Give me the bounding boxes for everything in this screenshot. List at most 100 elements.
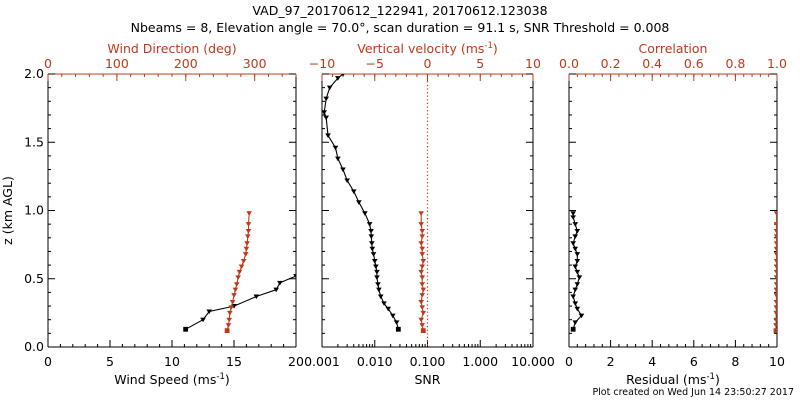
data-point [773, 234, 777, 240]
data-point [773, 269, 777, 275]
data-point [419, 282, 426, 287]
data-point [418, 211, 424, 216]
data-point [574, 306, 581, 312]
data-point [232, 287, 239, 293]
data-point [385, 306, 392, 312]
data-point [236, 269, 243, 275]
data-point [368, 228, 374, 234]
data-point [325, 133, 331, 139]
data-point [340, 167, 346, 173]
data-point [226, 317, 232, 323]
data-point [229, 299, 236, 305]
x-bottom-tick-label: 20 [288, 354, 304, 369]
data-point [418, 299, 424, 305]
x-top-tick-label: 10 [525, 56, 541, 71]
y-tick-label: 1.0 [24, 203, 44, 218]
data-point [420, 259, 427, 264]
x-bottom-tick-label: 2 [607, 354, 615, 369]
data-point [238, 264, 245, 270]
data-point [773, 293, 777, 298]
data-point [419, 228, 426, 234]
data-point [362, 211, 368, 216]
data-point [419, 252, 426, 257]
data-point [574, 269, 581, 275]
x-bottom-axis-label: Residual (ms-1) [626, 372, 720, 387]
x-top-tick-label: 200 [174, 56, 198, 71]
data-point [418, 317, 424, 323]
x-top-axis-label: Vertical velocity (ms-1) [357, 41, 498, 56]
data-point [419, 293, 426, 298]
data-point [574, 259, 581, 264]
data-point [326, 85, 333, 91]
data-point [773, 246, 777, 252]
data-point [419, 264, 426, 270]
data-point [235, 275, 241, 280]
data-point [335, 156, 341, 162]
y-tick-label: 2.0 [24, 66, 44, 81]
y-tick-label: 1.5 [24, 134, 44, 149]
data-point [350, 189, 357, 194]
series-top-1 [224, 211, 252, 334]
data-point [240, 259, 247, 264]
data-point [418, 222, 424, 227]
x-top-tick-label: 300 [243, 56, 267, 71]
data-point [373, 264, 379, 270]
data-point [228, 305, 235, 311]
chart-subtitle: Nbeams = 8, Elevation angle = 70.0°, sca… [130, 20, 670, 35]
data-point [572, 222, 579, 227]
series-top-1 [418, 211, 427, 334]
data-point-start [570, 326, 576, 332]
x-bottom-tick-label: 15 [226, 354, 242, 369]
data-point [773, 259, 777, 264]
x-bottom-tick-label: 0 [565, 354, 573, 369]
data-point [572, 287, 579, 293]
data-point-start [224, 328, 230, 334]
x-bottom-axis-label: SNR [415, 372, 441, 387]
data-point [773, 222, 777, 227]
data-point [418, 269, 424, 275]
x-bottom-tick-label: 0.010 [357, 354, 393, 369]
data-point [200, 317, 206, 323]
y-tick-label: 0.5 [24, 271, 44, 286]
data-point-start [420, 328, 426, 334]
x-top-tick-label: 0.4 [642, 56, 662, 71]
data-point [418, 241, 424, 246]
y-tick-label: 0.0 [24, 339, 44, 354]
x-top-tick-label: 100 [105, 56, 129, 71]
data-point [390, 313, 396, 319]
data-point [273, 287, 279, 293]
data-point [242, 252, 249, 257]
data-point [773, 305, 777, 311]
data-point [578, 313, 585, 319]
x-top-axis-label: Wind Direction (deg) [107, 41, 236, 56]
data-point [773, 252, 777, 257]
data-point [574, 228, 581, 234]
x-bottom-tick-label: 8 [731, 354, 739, 369]
data-point [277, 280, 283, 286]
x-top-tick-label: −5 [366, 56, 384, 71]
data-point [376, 287, 382, 293]
data-point [369, 246, 376, 252]
data-point [323, 96, 329, 102]
x-top-tick-label: 0 [424, 56, 432, 71]
data-point [574, 282, 581, 287]
data-point [370, 252, 377, 257]
data-point [246, 211, 252, 216]
data-point [344, 178, 350, 184]
panel-residual-correlation: 0 2 4 6 8 10 Residual (ms-1) 0.0 0.2 0.4 0.6 0.8 1.0… [559, 41, 787, 387]
data-point [381, 301, 387, 306]
data-point [420, 310, 427, 316]
data-point [570, 241, 576, 246]
x-bottom-tick-label: 10.000 [511, 354, 555, 369]
data-point [574, 252, 581, 257]
x-bottom-tick-label: 1.000 [462, 354, 498, 369]
x-bottom-axis-label: Wind Speed (ms-1) [114, 372, 230, 387]
data-point [231, 304, 237, 309]
data-point [366, 222, 373, 227]
x-top-tick-label: 0.8 [725, 56, 745, 71]
data-point [773, 211, 777, 216]
data-point [244, 234, 251, 240]
data-point [773, 228, 777, 234]
data-point [570, 215, 576, 220]
data-point [323, 115, 329, 121]
